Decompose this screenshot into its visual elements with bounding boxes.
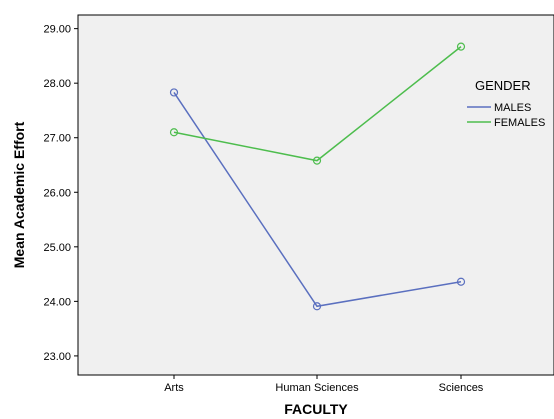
- series-line-females: [173, 46, 462, 162]
- legend-title: GENDER: [475, 78, 531, 93]
- y-axis: 23.00 24.00 25.00 26.00 27.00 28.00 29.00: [43, 24, 78, 363]
- legend-label-females: FEMALES: [494, 117, 545, 129]
- y-tick-label: 25.00: [43, 242, 71, 254]
- data-point-males: [456, 277, 466, 286]
- x-axis-title: FACULTY: [284, 401, 348, 417]
- y-tick-label: 27.00: [43, 133, 71, 145]
- data-point-females: [456, 42, 466, 51]
- plot-area: [77, 14, 554, 376]
- y-tick-label: 28.00: [43, 78, 71, 90]
- y-tick-label: 23.00: [43, 351, 71, 363]
- legend: GENDER MALES FEMALES: [467, 78, 545, 129]
- x-tick-label: Arts: [164, 382, 184, 394]
- data-point-females: [312, 156, 322, 165]
- data-point-females: [169, 128, 179, 137]
- y-tick-label: 24.00: [43, 296, 71, 308]
- legend-label-males: MALES: [494, 102, 531, 114]
- x-tick-label: Human Sciences: [275, 382, 359, 394]
- x-tick-label: Sciences: [439, 382, 484, 394]
- y-tick-label: 26.00: [43, 187, 71, 199]
- data-point-males: [312, 302, 322, 311]
- x-axis: Arts Human Sciences Sciences: [164, 375, 484, 394]
- series-line-males: [173, 92, 462, 308]
- data-point-males: [169, 88, 179, 97]
- series-group: [169, 42, 466, 311]
- y-axis-title: Mean Academic Effort: [11, 121, 27, 268]
- y-tick-label: 29.00: [43, 24, 71, 36]
